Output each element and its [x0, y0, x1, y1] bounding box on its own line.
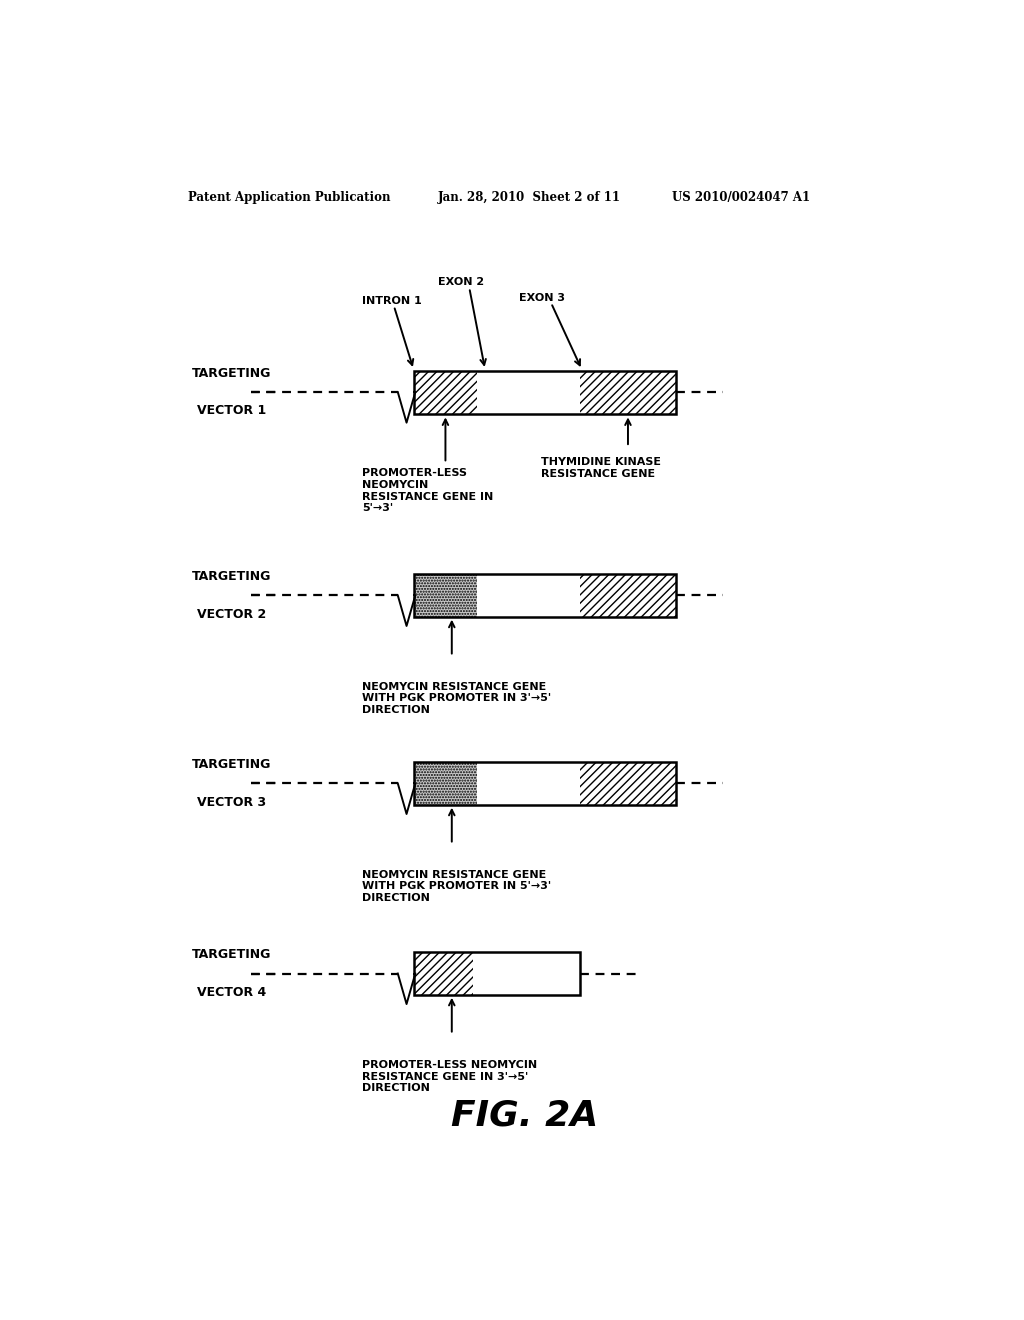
Bar: [414, 371, 676, 413]
Text: PROMOTER-LESS NEOMYCIN
RESISTANCE GENE IN 3'→5'
DIRECTION: PROMOTER-LESS NEOMYCIN RESISTANCE GENE I…: [362, 1060, 538, 1093]
Text: Jan. 28, 2010  Sheet 2 of 11: Jan. 28, 2010 Sheet 2 of 11: [437, 190, 621, 203]
Text: TARGETING: TARGETING: [191, 367, 271, 380]
Text: TARGETING: TARGETING: [191, 758, 271, 771]
Text: THYMIDINE KINASE
RESISTANCE GENE: THYMIDINE KINASE RESISTANCE GENE: [541, 457, 660, 479]
Text: TARGETING: TARGETING: [191, 948, 271, 961]
Text: TARGETING: TARGETING: [191, 570, 271, 583]
Bar: [581, 762, 676, 805]
Text: FIG. 2A: FIG. 2A: [452, 1098, 598, 1133]
Bar: [414, 574, 477, 616]
Text: Patent Application Publication: Patent Application Publication: [187, 190, 390, 203]
Text: NEOMYCIN RESISTANCE GENE
WITH PGK PROMOTER IN 3'→5'
DIRECTION: NEOMYCIN RESISTANCE GENE WITH PGK PROMOT…: [362, 682, 551, 715]
Text: PROMOTER-LESS
NEOMYCIN
RESISTANCE GENE IN
5'→3': PROMOTER-LESS NEOMYCIN RESISTANCE GENE I…: [362, 469, 494, 513]
Bar: [414, 762, 676, 805]
Bar: [414, 371, 477, 413]
Bar: [477, 574, 581, 616]
Text: VECTOR 3: VECTOR 3: [197, 796, 266, 809]
Bar: [414, 952, 473, 995]
Bar: [581, 574, 676, 616]
Bar: [477, 371, 581, 413]
Text: INTRON 1: INTRON 1: [362, 296, 422, 306]
Text: EXON 3: EXON 3: [519, 293, 565, 302]
Bar: [414, 574, 676, 616]
Bar: [473, 952, 581, 995]
Text: VECTOR 1: VECTOR 1: [197, 404, 266, 417]
Bar: [414, 762, 477, 805]
Text: EXON 2: EXON 2: [437, 277, 483, 288]
Text: VECTOR 4: VECTOR 4: [197, 986, 266, 999]
Text: US 2010/0024047 A1: US 2010/0024047 A1: [672, 190, 810, 203]
Text: NEOMYCIN RESISTANCE GENE
WITH PGK PROMOTER IN 5'→3'
DIRECTION: NEOMYCIN RESISTANCE GENE WITH PGK PROMOT…: [362, 870, 551, 903]
Bar: [581, 371, 676, 413]
Text: VECTOR 2: VECTOR 2: [197, 607, 266, 620]
Bar: [414, 952, 581, 995]
Bar: [477, 762, 581, 805]
